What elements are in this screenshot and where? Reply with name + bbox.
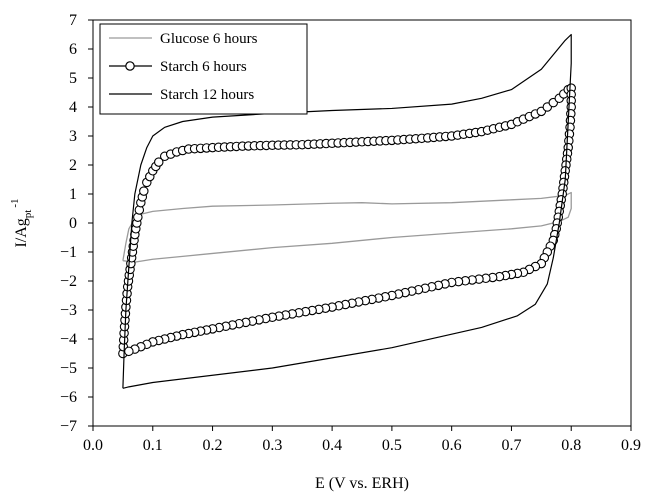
y-tick-label: −1 bbox=[60, 244, 77, 261]
x-tick-label: 0.5 bbox=[382, 437, 402, 454]
legend-marker-starch-6h bbox=[125, 61, 135, 71]
legend: Glucose 6 hours Starch 6 hours Starch 12… bbox=[99, 23, 308, 115]
x-axis-ticks: 0.0 0.1 0.2 0.3 0.4 0.5 0.6 0.7 0.8 0.9 bbox=[83, 426, 641, 454]
series-line-starch-12-hours bbox=[122, 33, 572, 389]
x-axis-label: E (V vs. ERH) bbox=[315, 475, 409, 492]
legend-box bbox=[99, 23, 308, 115]
legend-label-starch-6h: Starch 6 hours bbox=[160, 59, 247, 75]
legend-label-starch-12h: Starch 12 hours bbox=[160, 87, 254, 103]
x-tick-label: 0.0 bbox=[83, 437, 103, 454]
y-tick-label: 2 bbox=[69, 157, 77, 174]
x-tick-label: 0.4 bbox=[322, 437, 342, 454]
y-axis-ticks: −7 −6 −5 −4 −3 −2 −1 0 1 2 3 4 5 6 7 bbox=[60, 12, 93, 435]
y-tick-label: −5 bbox=[60, 360, 77, 377]
x-tick-label: 0.6 bbox=[442, 437, 462, 454]
series-point-starch-6-hours bbox=[154, 157, 164, 167]
y-tick-label: 0 bbox=[69, 215, 77, 232]
series-layer bbox=[118, 33, 576, 389]
y-axis-label-sup: -1 bbox=[9, 198, 21, 207]
y-axis-label: I/Agpt-1 bbox=[9, 198, 34, 247]
y-tick-label: −7 bbox=[60, 418, 77, 435]
legend-label-glucose-6h: Glucose 6 hours bbox=[160, 31, 258, 47]
y-tick-label: −4 bbox=[60, 331, 77, 348]
y-tick-label: 7 bbox=[69, 12, 77, 29]
y-tick-label: 3 bbox=[69, 128, 77, 145]
y-tick-label: 5 bbox=[69, 70, 77, 87]
y-tick-label: 4 bbox=[69, 99, 77, 116]
x-tick-label: 0.7 bbox=[501, 437, 521, 454]
y-axis-label-sub: pt bbox=[22, 210, 34, 219]
series-point-starch-6-hours bbox=[139, 186, 149, 196]
y-tick-label: 1 bbox=[69, 186, 77, 203]
y-axis-label-main: I/Ag bbox=[13, 218, 30, 247]
x-tick-label: 0.1 bbox=[143, 437, 163, 454]
y-tick-label: −6 bbox=[60, 389, 77, 406]
series-point-starch-6-hours bbox=[124, 346, 134, 357]
x-tick-label: 0.8 bbox=[561, 437, 581, 454]
y-tick-label: 6 bbox=[69, 41, 77, 58]
y-tick-label: −2 bbox=[60, 273, 77, 290]
x-tick-label: 0.9 bbox=[621, 437, 641, 454]
x-tick-label: 0.3 bbox=[262, 437, 282, 454]
x-tick-label: 0.2 bbox=[203, 437, 223, 454]
series-line-glucose-6-hours bbox=[122, 191, 572, 263]
y-tick-label: −3 bbox=[60, 302, 77, 319]
